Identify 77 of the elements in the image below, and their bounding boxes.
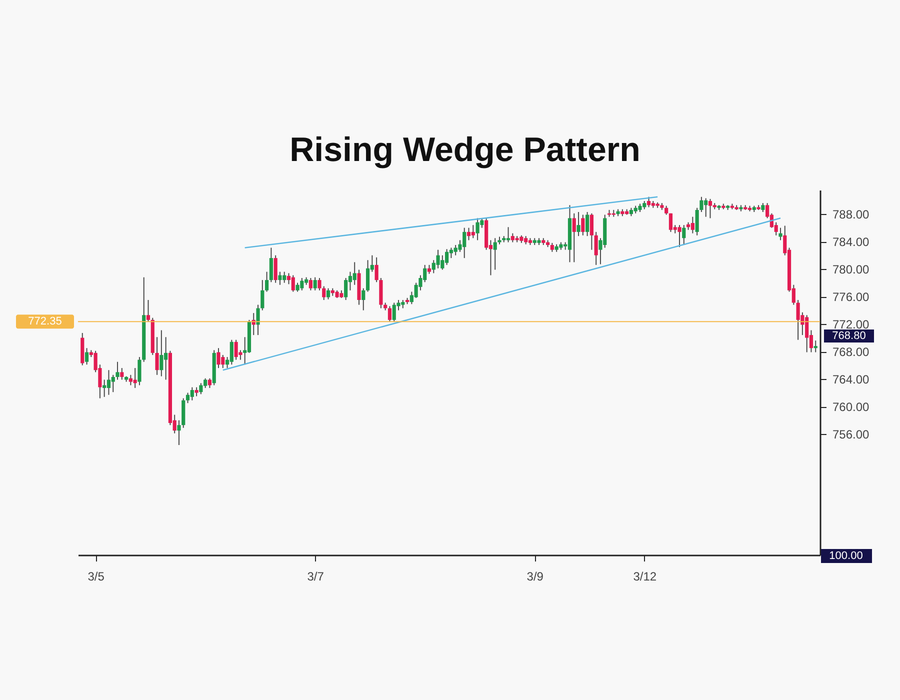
chart-title: Rising Wedge Pattern (290, 131, 640, 169)
candlestick (313, 276, 317, 291)
candlestick (230, 339, 234, 366)
candlestick (506, 226, 510, 243)
candlestick (682, 224, 686, 246)
y-tick-label: 768.00 (832, 345, 870, 360)
candlestick (814, 340, 818, 353)
candlestick (581, 214, 585, 236)
candlestick (177, 420, 181, 446)
candlestick (594, 231, 598, 266)
candlestick (366, 260, 370, 292)
candlestick (476, 218, 480, 241)
candlestick (234, 339, 238, 360)
candlestick (264, 271, 269, 292)
candlestick (274, 254, 278, 284)
candlestick (133, 368, 137, 388)
candlestick (646, 196, 651, 208)
candlestick (322, 286, 326, 300)
y-tick-label: 764.00 (832, 372, 870, 387)
candlestick (260, 280, 264, 311)
candlestick (344, 277, 348, 300)
candlestick (138, 356, 142, 386)
candlestick (436, 249, 440, 269)
candlestick (308, 277, 312, 291)
candlestick (493, 238, 497, 270)
x-tick-label: 3/12 (633, 570, 657, 584)
candlestick (690, 216, 694, 234)
x-tick-label: 3/5 (88, 570, 105, 584)
candlestick (586, 211, 590, 237)
text: 100.00 (829, 550, 863, 562)
candlestick (695, 207, 699, 236)
candlestick (362, 288, 366, 311)
candlestick (388, 306, 392, 322)
y-tick-label: 784.00 (832, 235, 870, 250)
candlestick (116, 361, 120, 380)
candlestick (155, 336, 159, 376)
candlestick (278, 271, 282, 286)
y-tick-label: 760.00 (832, 400, 870, 414)
candlestick (111, 374, 115, 393)
candlestick (256, 304, 260, 336)
y-tick-label: 756.00 (832, 428, 870, 442)
candlestick (466, 227, 471, 241)
y-tick-label: 776.00 (832, 290, 870, 304)
y-tick-label: 788.00 (832, 208, 870, 222)
candlestick (796, 299, 800, 340)
candlestick (186, 392, 190, 404)
candlestick (678, 224, 682, 248)
candlestick (291, 274, 295, 292)
candlestick (572, 212, 576, 263)
candlestick (208, 378, 212, 388)
candlestick (374, 256, 378, 283)
candlestick (160, 330, 164, 377)
candlestick (668, 212, 673, 232)
candlestick (778, 227, 782, 241)
y-tick-label: 772.00 (832, 318, 870, 332)
text: 768.80 (832, 330, 866, 342)
candlestick (326, 288, 330, 300)
candlestick (576, 211, 580, 237)
candlestick (700, 196, 704, 212)
candlestick (216, 348, 220, 369)
candlestick (708, 198, 712, 219)
candlestick (590, 212, 594, 250)
candlestick (190, 386, 194, 401)
candlestick (146, 299, 150, 322)
candlestick (352, 262, 356, 286)
candlestick (102, 379, 106, 398)
x-tick-label: 3/7 (307, 570, 324, 584)
y-tick-label: 780.00 (832, 262, 870, 277)
candlestick (471, 224, 475, 239)
x-tick-label: 3/9 (526, 570, 544, 584)
candlestick (269, 247, 273, 283)
candlestick (318, 277, 322, 291)
candlestick (84, 348, 89, 366)
ref-line-label: 772.35 (28, 316, 62, 328)
candlestick (106, 370, 111, 396)
candlestick (120, 368, 124, 380)
candlestick (199, 382, 203, 395)
